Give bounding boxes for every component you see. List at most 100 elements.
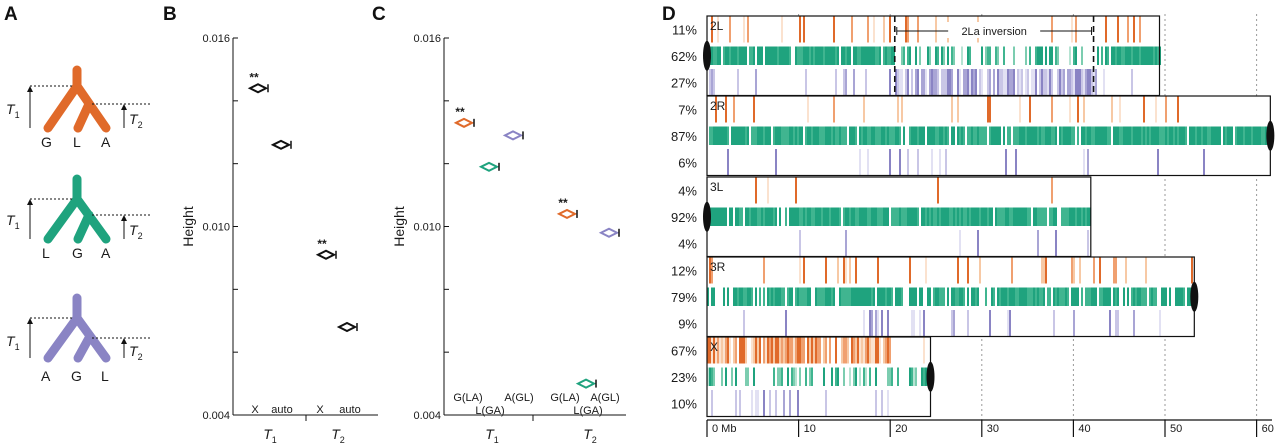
track-segment [963, 207, 965, 226]
track-segment [921, 207, 923, 226]
track-segment [903, 46, 905, 65]
track-segment [967, 126, 969, 145]
track-segment [967, 207, 969, 226]
track-segment [1055, 207, 1057, 226]
track-segment [899, 287, 901, 306]
track-segment [943, 126, 945, 145]
track-segment [865, 367, 867, 386]
track-segment [771, 46, 773, 65]
track-segment [779, 367, 781, 386]
track-segment [937, 46, 939, 65]
track-segment [845, 207, 847, 226]
track-segment [785, 46, 787, 65]
tree-3-t2-arrowhead [121, 338, 127, 344]
track-segment [833, 16, 835, 43]
track-segment [1141, 287, 1143, 306]
track-segment [873, 207, 875, 226]
track-segment [979, 69, 981, 96]
track-segment [1037, 126, 1039, 145]
track-segment [795, 126, 797, 145]
track-segment [1139, 287, 1141, 306]
track-segment [857, 337, 859, 364]
track-segment [1177, 96, 1179, 123]
track-segment [1019, 287, 1021, 306]
track-segment [841, 337, 843, 364]
track-segment [1037, 207, 1039, 226]
track-segment [1077, 69, 1079, 96]
track-segment [1041, 126, 1043, 145]
track-segment [797, 390, 799, 417]
track-segment [985, 46, 987, 65]
track-segment [911, 126, 913, 145]
track-segment [899, 149, 901, 176]
track-segment [867, 126, 869, 145]
track-segment [875, 207, 877, 226]
track-segment [981, 46, 983, 65]
track-segment [847, 337, 849, 364]
track-segment [793, 337, 795, 364]
track-segment [955, 287, 957, 306]
track-segment [713, 207, 715, 226]
track-segment [1039, 126, 1041, 145]
track-segment [887, 390, 889, 417]
track-segment [831, 367, 833, 386]
track-segment [875, 337, 877, 364]
track-segment [865, 287, 867, 306]
track-segment [871, 46, 873, 65]
track-segment [881, 390, 883, 417]
track-segment [967, 69, 969, 96]
track-segment [801, 207, 803, 226]
track-segment [891, 46, 893, 65]
track-segment [885, 126, 887, 145]
track-segment [897, 367, 899, 386]
track-segment [1045, 46, 1047, 65]
track-segment [871, 207, 873, 226]
track-segment [805, 367, 807, 386]
track-segment [745, 337, 747, 364]
track-segment [859, 207, 861, 226]
track-segment [959, 69, 961, 96]
track-segment [953, 126, 955, 145]
track-segment [711, 390, 713, 417]
track-segment [985, 287, 987, 306]
track-segment [835, 126, 837, 145]
track-segment [853, 287, 855, 306]
track-segment [1041, 46, 1043, 65]
track-segment [1003, 287, 1005, 306]
track-segment [811, 337, 813, 364]
track-segment [743, 287, 745, 306]
track-segment [843, 337, 845, 364]
track-segment [867, 207, 869, 226]
track-segment [907, 46, 909, 65]
track-segment [737, 207, 739, 226]
track-segment [859, 367, 861, 386]
track-segment [921, 367, 923, 386]
track-segment [833, 96, 835, 123]
track-segment [845, 257, 847, 284]
track-segment [779, 207, 781, 226]
track-segment [747, 16, 749, 43]
track-segment [875, 310, 877, 337]
track-segment [1157, 126, 1159, 145]
track-segment [1181, 287, 1183, 306]
track-segment [849, 126, 851, 145]
track-segment [1079, 257, 1081, 284]
track-segment [787, 46, 789, 65]
track-orange [711, 16, 1141, 43]
track-segment [1251, 126, 1253, 145]
track-segment [977, 230, 979, 257]
track-segment [773, 126, 775, 145]
track-segment [777, 126, 779, 145]
track-segment [1017, 287, 1019, 306]
track-segment [727, 126, 729, 145]
track-segment [797, 337, 799, 364]
track-segment [1215, 126, 1217, 145]
track-segment [899, 69, 901, 96]
track-segment [1019, 207, 1021, 226]
track-segment [739, 207, 741, 226]
track-segment [769, 207, 771, 226]
track-segment [763, 337, 765, 364]
track-segment [1103, 126, 1105, 145]
track-segment [1087, 69, 1089, 96]
track-segment [909, 257, 911, 284]
